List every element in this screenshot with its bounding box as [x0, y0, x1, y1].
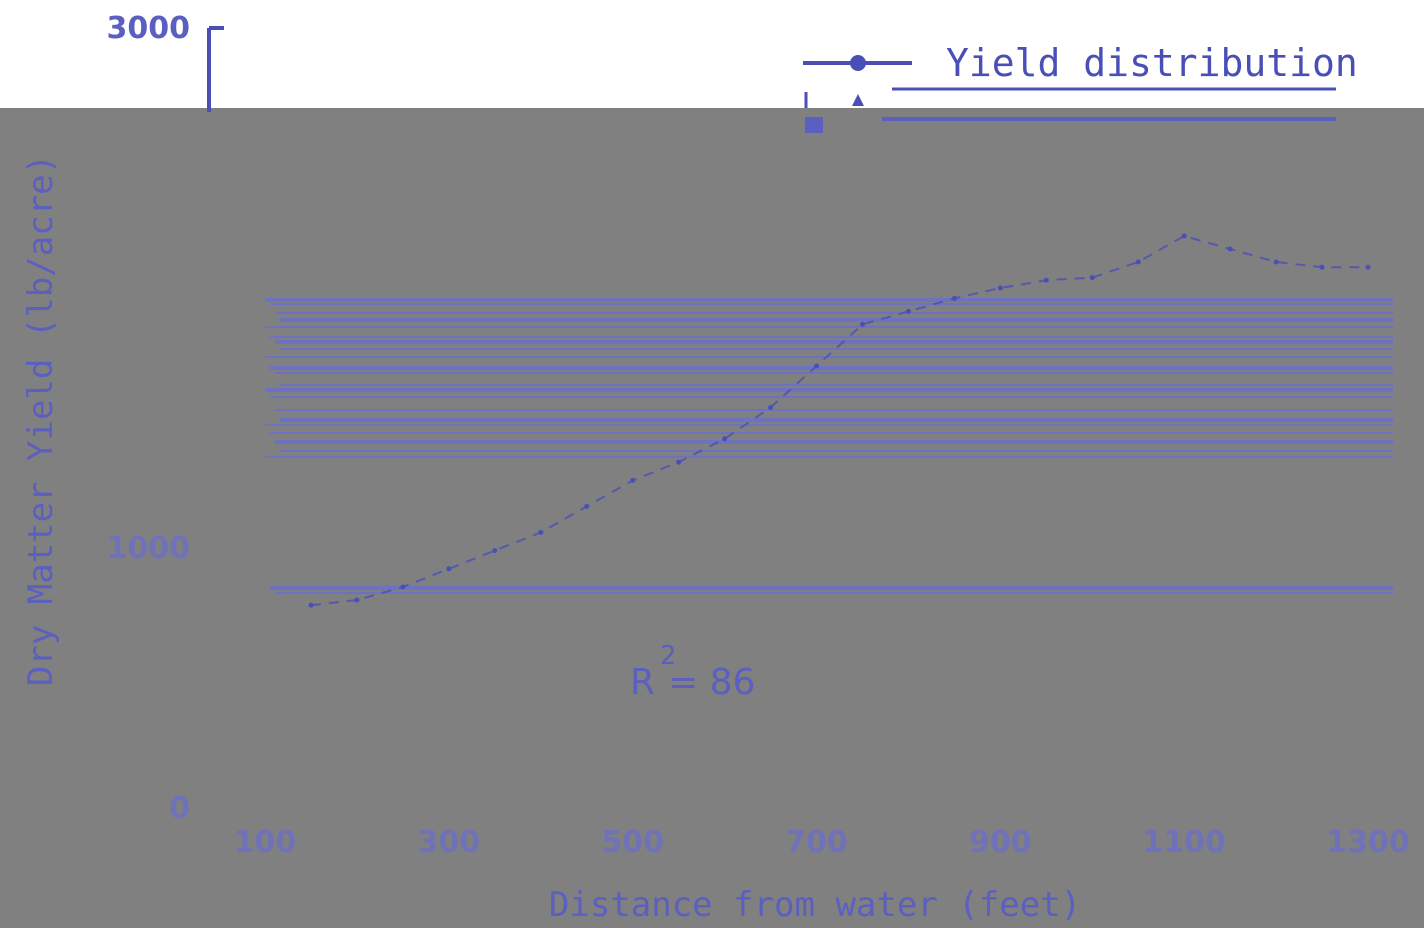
data-point	[676, 459, 682, 465]
scanline-stripe	[270, 586, 1393, 590]
y-tick-label: 3000	[107, 11, 191, 46]
r-squared-annotation: R 2 = 86	[630, 641, 755, 703]
scanline-stripe	[280, 384, 1393, 386]
x-tick-labels: 100 300 500 700 900 1100 1300	[234, 825, 1410, 860]
legend-square-marker-icon	[805, 117, 823, 133]
series-layer	[308, 233, 1371, 608]
data-point	[584, 503, 590, 509]
annotation-r: R	[630, 662, 655, 703]
annotation-value: = 86	[668, 662, 755, 703]
scanline-stripe	[280, 318, 1393, 322]
scanline-stripe	[270, 303, 1393, 305]
scanline-stripe	[270, 336, 1393, 338]
data-point	[951, 295, 957, 301]
data-point	[446, 566, 452, 572]
y-tick-label: 1000	[107, 531, 191, 566]
data-point	[1365, 264, 1371, 270]
data-point	[860, 321, 865, 327]
legend-entry-yield-distribution: Yield distribution	[803, 41, 1358, 91]
x-tick-label: 900	[969, 825, 1032, 860]
data-point	[492, 548, 498, 554]
data-point	[1319, 264, 1325, 270]
scanline-stripe	[280, 450, 1393, 452]
scanline-stripe	[265, 298, 1393, 302]
legend-circle-marker-icon	[850, 55, 866, 71]
legend-entry-square	[805, 117, 1336, 133]
scanline-stripe	[275, 440, 1393, 444]
x-tick-label: 700	[785, 825, 848, 860]
scanline-stripe	[265, 424, 1393, 426]
data-point	[400, 584, 406, 590]
data-point	[1135, 259, 1141, 265]
legend-entry-triangle	[804, 92, 864, 108]
scanline-stripe	[275, 312, 1393, 314]
data-point	[630, 477, 636, 483]
legend: Yield distribution	[803, 41, 1358, 133]
data-point	[538, 529, 544, 535]
data-point	[1181, 233, 1187, 239]
data-point	[905, 308, 911, 314]
legend-triangle-marker-icon	[852, 94, 864, 106]
scanline-stripe	[265, 456, 1393, 458]
scanline-stripe	[270, 432, 1393, 434]
scanline-stripe	[270, 396, 1393, 398]
x-tick-label: 1100	[1142, 825, 1226, 860]
data-point	[354, 597, 360, 603]
annotation-superscript: 2	[660, 641, 677, 671]
series-line	[310, 234, 1368, 607]
y-tick-labels: 0 1000 3000	[107, 11, 191, 826]
scanline-stripe	[275, 372, 1393, 374]
scanline-stripe	[265, 326, 1393, 328]
scanline-stripe	[280, 348, 1393, 350]
scanline-stripe	[275, 340, 1393, 344]
scanline-stripe	[280, 418, 1393, 422]
scanline-stripe	[265, 388, 1393, 392]
data-point	[814, 363, 819, 369]
scanline-stripe	[275, 409, 1393, 411]
scanline-stripe	[275, 592, 1393, 594]
data-point	[768, 405, 773, 411]
legend-label: Yield distribution	[946, 41, 1358, 85]
data-point	[997, 285, 1003, 291]
y-axis-title: Dry Matter Yield (lb/acre)	[21, 154, 61, 686]
data-point	[308, 602, 314, 608]
data-point	[1227, 246, 1233, 252]
x-tick-label: 100	[234, 825, 297, 860]
scanline-artifacts	[265, 298, 1393, 594]
data-point	[722, 436, 728, 442]
x-tick-label: 300	[418, 825, 481, 860]
scanline-stripe	[265, 356, 1393, 358]
scanline-stripe	[270, 366, 1393, 370]
data-point	[1089, 275, 1095, 281]
y-tick-label: 0	[169, 791, 190, 826]
x-tick-label: 1300	[1326, 825, 1410, 860]
data-point	[1273, 259, 1279, 265]
x-tick-label: 500	[601, 825, 664, 860]
x-axis-title: Distance from water (feet)	[549, 885, 1081, 925]
data-point	[1043, 277, 1049, 283]
